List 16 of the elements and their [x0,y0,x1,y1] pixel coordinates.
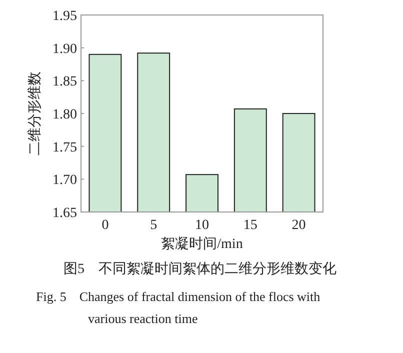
x-tick-label: 0 [102,218,109,233]
x-tick-label: 15 [243,218,258,233]
y-tick-label: 1.95 [52,9,77,24]
y-tick-label: 1.80 [52,108,77,122]
x-tick-label: 10 [195,218,209,233]
y-tick-label: 1.65 [52,206,77,221]
x-tick-label: 5 [150,218,158,233]
y-axis-title: 二维分形维数 [27,72,43,156]
x-axis-title: 絮凝时间/min [161,236,243,252]
y-tick-label: 1.75 [52,140,77,156]
y-tick-label: 1.90 [52,42,77,57]
caption: Fig. 5 Changes of fractal dimension of the flocs with various reaction time [36,289,321,326]
y-tick-label: 1.70 [52,173,77,188]
y-tick-label: 1.85 [52,74,77,90]
caption: 图5 不同絮凝时间絮体的二维分形维数变化 [64,261,336,277]
x-tick-label: 20 [292,218,306,233]
